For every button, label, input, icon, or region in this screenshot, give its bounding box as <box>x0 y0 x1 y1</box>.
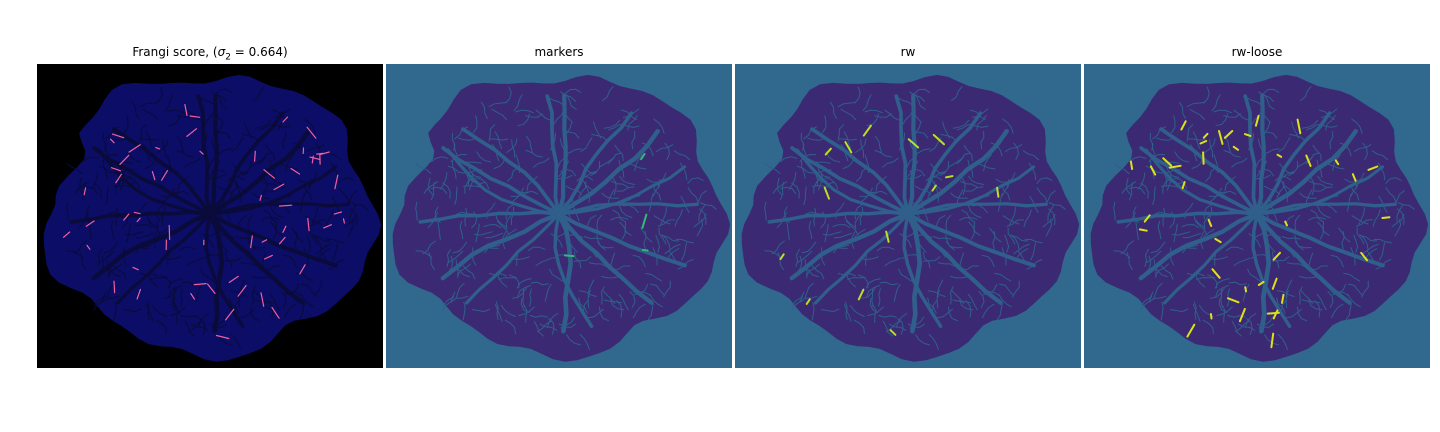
vessel-network <box>415 86 717 350</box>
panel-title-rw: rw <box>900 45 916 59</box>
panel-title-frangi: Frangi score, (σ2 = 0.664) <box>132 45 288 63</box>
vessel-network <box>66 86 368 350</box>
markers-image <box>386 64 732 368</box>
highlight-segments <box>1129 114 1391 349</box>
rw-image <box>735 64 1081 368</box>
panel-rw-loose-image <box>1084 64 1430 368</box>
highlight-segments <box>62 103 345 340</box>
highlight-segments <box>563 152 649 258</box>
frangi-image <box>37 64 383 368</box>
panel-title-rw-loose: rw-loose <box>1231 45 1283 59</box>
vessel-network <box>764 86 1066 350</box>
rw-loose-image <box>1084 64 1430 368</box>
panel-markers-image <box>386 64 732 368</box>
panel-rw-image <box>735 64 1081 368</box>
panel-frangi-image <box>37 64 383 368</box>
panel-title-markers: markers <box>534 45 584 59</box>
highlight-segments <box>779 124 1000 336</box>
vessel-network <box>1113 86 1415 350</box>
